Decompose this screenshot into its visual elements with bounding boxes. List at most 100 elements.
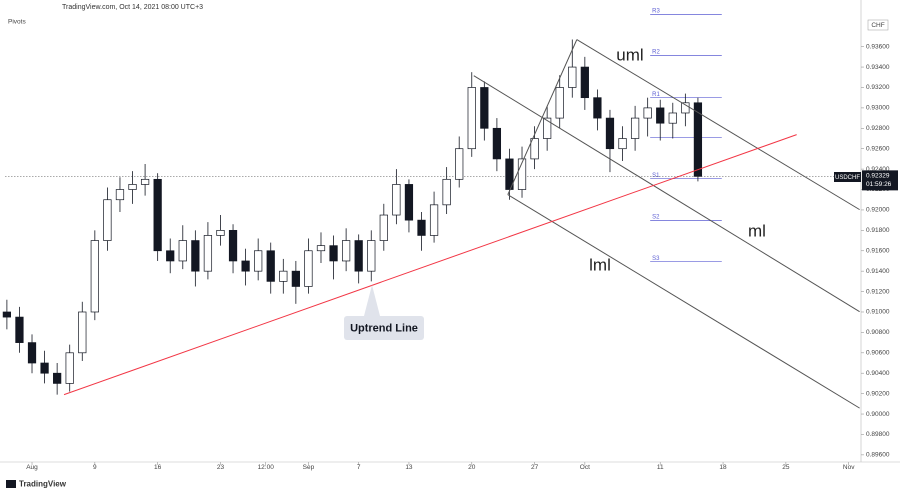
candle-body (128, 184, 137, 190)
line-label: uml (616, 45, 643, 64)
candle-body (254, 250, 263, 272)
currency-box (867, 19, 889, 31)
candle-body (354, 240, 363, 272)
y-tick-label: 0.92000 (866, 207, 890, 214)
y-tick-label: 0.90000 (866, 411, 890, 418)
y-tick-label: 0.90600 (866, 350, 890, 357)
pivot-label: R1 (652, 92, 660, 98)
y-tick-label: 0.89600 (866, 452, 890, 459)
candle-body (266, 250, 275, 282)
candle-body (2, 311, 12, 318)
x-tick-label: Oct (580, 464, 590, 471)
y-tick-label: 0.91600 (866, 247, 890, 254)
candle-body (78, 311, 87, 354)
candle-body (505, 158, 514, 190)
x-tick-label: Nov (843, 464, 855, 471)
last-price: 0.92329 (866, 173, 890, 180)
pivot-label: S3 (652, 256, 660, 262)
chart-title: TradingView.com, Oct 14, 2021 08:00 UTC+… (62, 4, 203, 11)
x-tick-label: 18 (719, 464, 727, 471)
candle-body (291, 270, 300, 287)
trend-line (576, 39, 860, 211)
x-tick-label: Aug (26, 464, 38, 471)
currency: CHF (871, 22, 884, 29)
candle-body (27, 342, 37, 364)
y-tick-label: 0.91000 (866, 309, 890, 316)
candle-body (216, 229, 225, 236)
pivot-label: R2 (652, 50, 660, 56)
x-tick-label: 20 (468, 464, 476, 471)
candle-body (455, 148, 464, 180)
callout-box (344, 316, 424, 340)
y-tick-label: 0.91400 (866, 268, 890, 275)
x-tick-label: 25 (782, 464, 790, 471)
y-tick-label: 0.93400 (866, 64, 890, 71)
candle-body (304, 250, 313, 287)
y-tick-label: 0.93200 (866, 84, 890, 91)
line-label: ml (748, 221, 766, 240)
y-tick-label: 0.91200 (866, 288, 890, 295)
candle-body (568, 66, 577, 88)
candle-body (630, 117, 640, 139)
candle-body (140, 178, 150, 185)
countdown: 01:59:26 (866, 181, 892, 188)
y-tick-label: 0.93000 (866, 105, 890, 112)
y-tick-label: 0.92800 (866, 125, 890, 132)
candle-body (342, 240, 351, 262)
x-tick-label: 16 (154, 464, 162, 471)
y-tick-label: 0.92600 (866, 145, 890, 152)
candle-body (316, 245, 326, 252)
candle-body (404, 184, 414, 221)
x-tick-label: 12:00 (258, 464, 275, 471)
candle-body (153, 178, 162, 252)
candle-body (442, 178, 451, 206)
x-tick-label: 7 (357, 464, 361, 471)
trend-line (507, 39, 578, 195)
x-tick-label: Sep (303, 464, 315, 471)
candle-body (555, 87, 564, 119)
pivot-label: S2 (652, 215, 660, 221)
candle-body (228, 229, 238, 262)
x-tick-label: 13 (405, 464, 413, 471)
callout-text: Uptrend Line (350, 322, 418, 334)
candle-body (530, 138, 539, 160)
candle-body (392, 184, 401, 216)
y-tick-label: 0.90400 (866, 370, 890, 377)
candle-body (656, 107, 665, 124)
candle-body (517, 158, 527, 190)
candle-body (90, 240, 99, 313)
x-tick-label: 23 (217, 464, 225, 471)
callout-pointer (364, 285, 380, 316)
candle-body (367, 240, 376, 272)
candle-body (480, 87, 489, 129)
candle-body (681, 102, 690, 114)
candle-body (279, 270, 288, 282)
trend-line (63, 134, 797, 396)
candle-body (191, 240, 200, 272)
candle-body (618, 138, 627, 150)
y-tick-label: 0.91800 (866, 227, 890, 234)
y-tick-label: 0.93600 (866, 43, 890, 50)
candle-body (593, 97, 602, 119)
trend-line (473, 75, 860, 313)
y-tick-label: 0.89800 (866, 431, 890, 438)
symbol: USDCHF (835, 175, 860, 181)
line-label: lml (589, 255, 611, 274)
candle-body (115, 189, 125, 201)
candle-body (53, 372, 62, 384)
logo-icon (6, 480, 16, 488)
candle-body (693, 102, 703, 177)
candle-body (429, 204, 439, 236)
candle-body (103, 199, 112, 241)
candle-body (65, 352, 74, 384)
candle-body (643, 107, 652, 119)
candle-body (15, 316, 24, 343)
callout: Uptrend Line (344, 285, 424, 340)
candle-body (467, 87, 476, 150)
candle-body (605, 117, 615, 150)
x-tick-label: 11 (657, 464, 664, 471)
y-tick-label: 0.90200 (866, 390, 890, 397)
pivot-label: R3 (652, 9, 660, 15)
